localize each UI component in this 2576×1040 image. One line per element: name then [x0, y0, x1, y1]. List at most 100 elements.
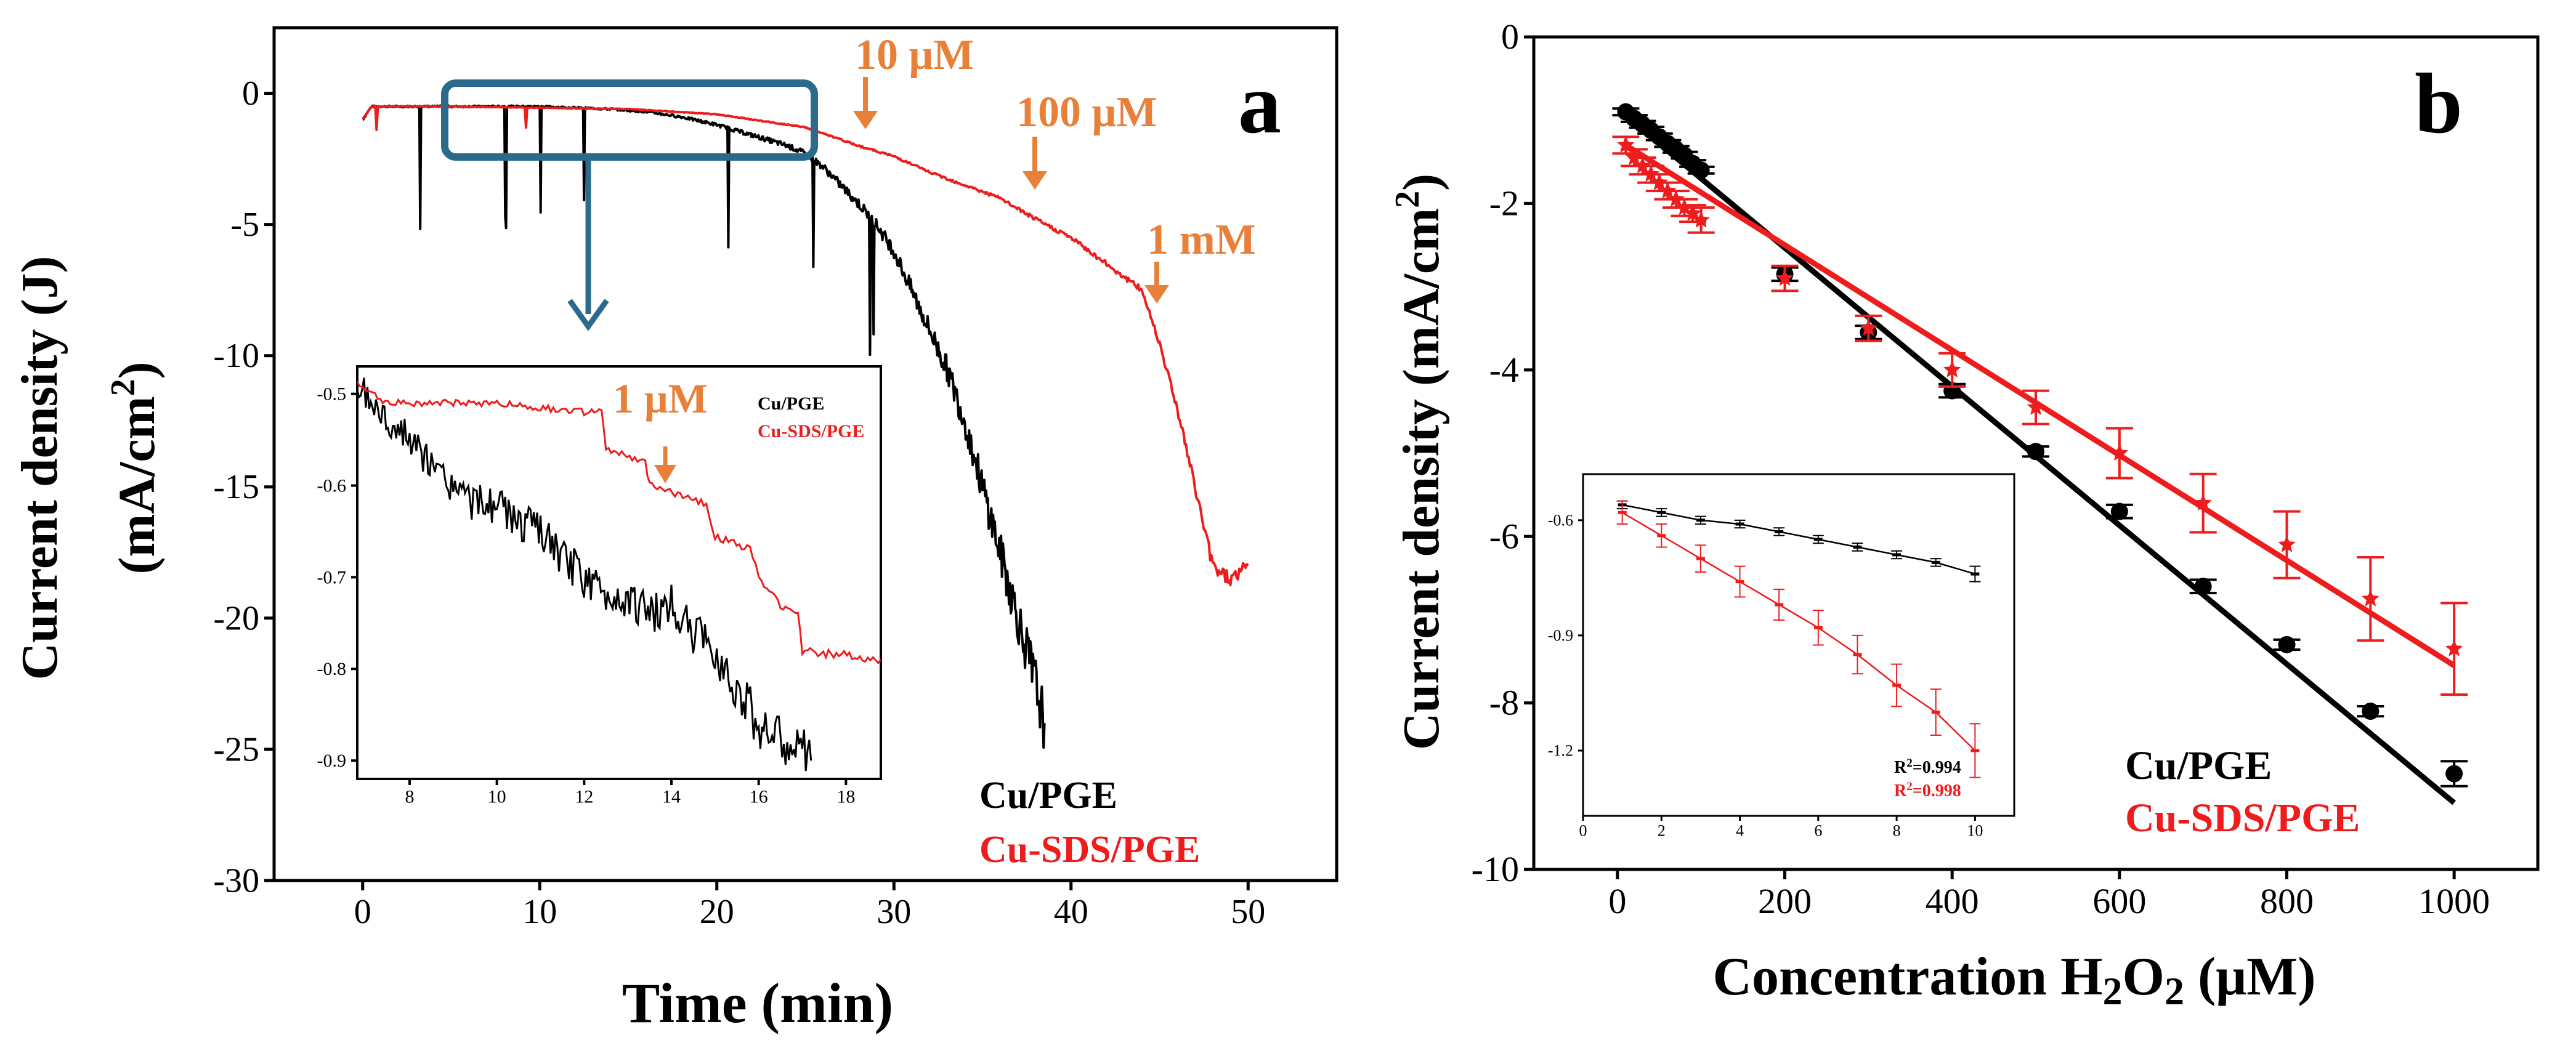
inset-a-annotation-arrow-head — [654, 465, 676, 483]
inset-a-annotation-text: 1 μM — [613, 375, 708, 422]
panel-b-point-cu-pge — [2027, 443, 2044, 461]
panel-b-point-cu-sds-pge — [1943, 360, 1961, 377]
panel-b-point-cu-pge — [2110, 502, 2128, 520]
annotation-100uM-arrow-head — [1023, 171, 1047, 190]
panel-b-point-cu-sds-pge — [2027, 398, 2045, 415]
panel-b-x-tick-label: 1000 — [2418, 881, 2490, 921]
panel-a-y-axis-unit-suffix: ) — [108, 361, 166, 379]
inset-a-legend-cu-sds-pge: Cu-SDS/PGE — [758, 421, 864, 441]
panel-b: 0 200 400 600 800 1000 0 -2 -4 -6 -8 -10 b Concentr… — [1388, 17, 2540, 1013]
panel-b-point-cu-pge — [2278, 635, 2296, 653]
panel-b-y-tick-label: -10 — [1472, 849, 1519, 889]
panel-b-point-cu-pge — [2194, 578, 2212, 595]
panel-b-point-cu-pge — [1692, 161, 1710, 179]
panel-a-zoom-arrow-head — [567, 299, 609, 331]
panel-a-y-axis-title-line1-wrap: Current density (J) — [11, 256, 68, 680]
inset-b-r2-cu-pge-prefix: R — [1894, 758, 1907, 777]
inset-b-x-tick-label: 8 — [1893, 822, 1901, 840]
panel-a-label: a — [1238, 56, 1281, 151]
panel-b-x-tick-label: 600 — [2092, 881, 2146, 921]
inset-b-r2-cu-pge-value: =0.994 — [1913, 758, 1961, 777]
inset-a-x-tick-label: 8 — [405, 787, 415, 807]
panel-b-x-tick-label: 800 — [2260, 881, 2314, 921]
panel-b-point-cu-sds-pge — [2445, 639, 2463, 656]
panel-b-y-tick-label: -8 — [1489, 683, 1519, 723]
panel-b-y-tick-label: -2 — [1489, 183, 1519, 224]
panel-a-x-axis-title: Time (min) — [622, 972, 893, 1034]
panel-b-point-cu-pge — [2362, 703, 2380, 720]
panel-b-x-axis-title-mid: O — [2123, 947, 2165, 1007]
panel-b-series — [1612, 103, 2468, 805]
panel-b-x-axis-title-sub2: 2 — [2165, 969, 2184, 1013]
inset-a-frame — [356, 365, 882, 780]
panel-a-y-tick-label: -20 — [213, 599, 259, 637]
inset-b-x-tick-label: 2 — [1658, 822, 1666, 840]
panel-b-x-axis-title-prefix: Concentration H — [1712, 947, 2102, 1007]
panel-b-y-axis-title-suffix: ) — [1393, 174, 1450, 191]
inset-a-series-line-cu-pge — [357, 377, 812, 772]
inset-b-r2-cu-sds-pge-value: =0.998 — [1913, 781, 1961, 800]
panel-a: 0 10 20 30 40 50 0 -5 -10 -15 -20 -25 -30 Time (min)… — [11, 26, 1339, 1034]
panel-b-x-tick-label: 0 — [1608, 881, 1626, 921]
inset-a-y-tick-label: -0.5 — [317, 384, 347, 405]
panel-a-series — [362, 104, 1249, 749]
panel-a-y-tick-label: 0 — [242, 75, 259, 113]
panel-a-y-tick-label: -15 — [213, 468, 259, 506]
annotation-10uM-arrow-head — [853, 111, 878, 129]
panel-a-frame — [272, 26, 1339, 882]
panel-a-x-tick-label: 30 — [877, 893, 911, 931]
panel-a-legend-cu-sds-pge: Cu-SDS/PGE — [979, 829, 1200, 871]
panel-a-y-tick-label: -5 — [230, 206, 259, 244]
panel-b-legend-cu-pge: Cu/PGE — [2125, 743, 2272, 788]
panel-a-x-tick-label: 10 — [522, 893, 557, 931]
panel-b-inset: 0 2 4 6 8 10 -0.6 -0.9 -1.2 — [1548, 473, 2015, 840]
panel-a-y-tick-label: -10 — [213, 337, 259, 375]
inset-b-x-tick-label: 10 — [1967, 822, 1983, 840]
inset-b-x-tick-label: 0 — [1579, 822, 1587, 840]
inset-b-x-tick-label: 6 — [1814, 822, 1822, 840]
inset-b-r2-cu-pge: R2=0.994 — [1894, 757, 1961, 777]
panel-b-legend-cu-sds-pge: Cu-SDS/PGE — [2125, 796, 2360, 840]
panel-a-y-axis-title-line2: (mA/cm2) — [104, 361, 166, 574]
inset-b-r2-cu-pge-sup: 2 — [1906, 757, 1913, 770]
inset-a-x-tick-label: 12 — [575, 787, 593, 807]
panel-b-frame — [1532, 35, 2540, 871]
panel-b-axes: 0 200 400 600 800 1000 0 -2 -4 -6 -8 -10 — [1472, 17, 2540, 921]
inset-a-x-tick-label: 16 — [750, 787, 768, 807]
inset-b-r2-cu-sds-pge-prefix: R — [1894, 781, 1907, 800]
panel-a-y-tick-label: -30 — [213, 861, 259, 900]
inset-a-x-tick-label: 10 — [488, 787, 506, 807]
panel-a-x-tick-label: 50 — [1231, 893, 1265, 931]
inset-b-y-tick-label: -0.6 — [1548, 511, 1573, 529]
inset-b-r2-cu-sds-pge-sup: 2 — [1906, 780, 1913, 793]
panel-b-y-tick-label: -6 — [1489, 516, 1519, 556]
panel-b-point-cu-pge — [2445, 765, 2463, 783]
panel-b-y-axis-title-sup: 2 — [1388, 191, 1427, 208]
panel-b-label: b — [2415, 56, 2463, 151]
panel-b-y-tick-label: 0 — [1501, 17, 1519, 57]
inset-a-x-tick-label: 14 — [662, 787, 681, 807]
panel-a-y-axis-unit-sup: 2 — [104, 379, 142, 396]
inset-a-series-line-cu-sds-pge — [357, 381, 881, 665]
inset-a-background — [357, 366, 881, 779]
panel-a-inset: 8 10 12 14 16 18 -0.5 -0.6 -0.7 -0.8 -0.9 — [317, 365, 882, 807]
panel-a-axes: 0 10 20 30 40 50 0 -5 -10 -15 -20 -25 -30 — [213, 26, 1339, 931]
annotation-10uM-text: 10 μM — [855, 31, 974, 79]
panel-a-y-tick-label: -25 — [213, 730, 259, 768]
panel-b-point-cu-sds-pge — [2362, 589, 2380, 607]
panel-b-point-cu-sds-pge — [1683, 204, 1702, 221]
panel-a-series-line-cu-sds-pge — [362, 105, 1249, 587]
panel-b-y-axis-title-wrap: Current density (mA/cm2) — [1388, 174, 1450, 750]
inset-b-frame — [1582, 473, 2015, 817]
panel-a-x-tick-label: 0 — [354, 893, 371, 931]
panel-b-point-cu-sds-pge — [1692, 211, 1710, 228]
annotation-1mM-arrow-head — [1144, 285, 1169, 304]
panel-b-point-cu-sds-pge — [2194, 494, 2212, 511]
annotation-100uM-text: 100 μM — [1016, 89, 1157, 136]
panel-b-x-tick-label: 200 — [1758, 881, 1812, 921]
panel-b-y-tick-label: -4 — [1489, 350, 1519, 390]
panel-a-annotation-10uM: 10 μM — [853, 31, 974, 129]
panel-b-point-cu-sds-pge — [2110, 444, 2129, 461]
panel-a-x-tick-label: 40 — [1054, 893, 1088, 931]
